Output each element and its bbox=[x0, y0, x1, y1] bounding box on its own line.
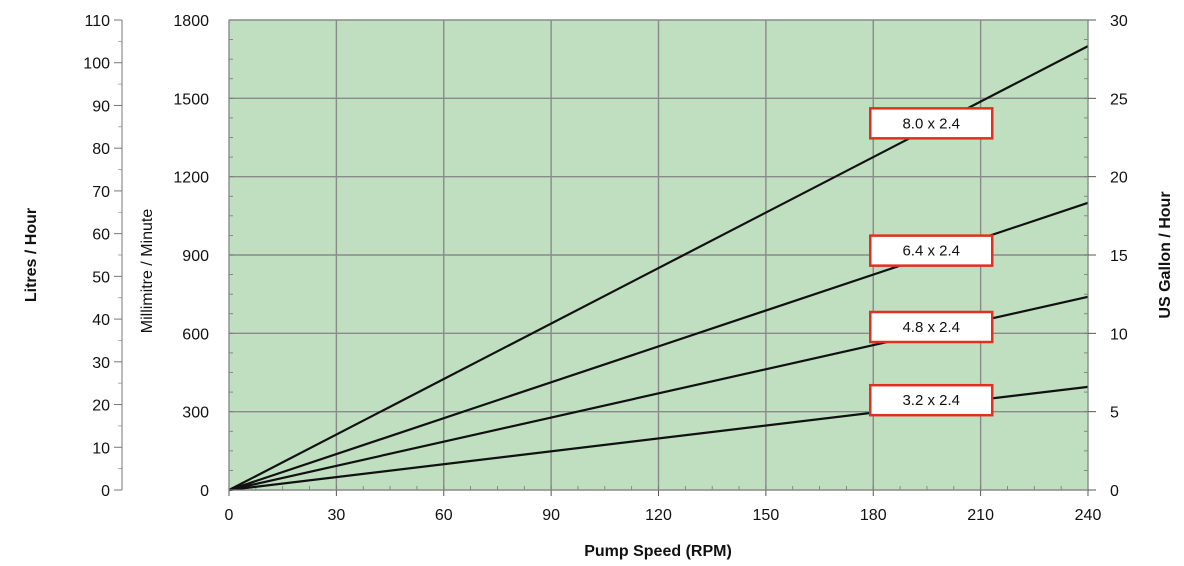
litres-tick-label-90: 90 bbox=[92, 98, 110, 115]
litres-tick-label-30: 30 bbox=[92, 355, 110, 372]
litres-tick-label-40: 40 bbox=[92, 312, 110, 329]
x-tick-label-60: 60 bbox=[435, 507, 453, 524]
litres-tick-label-60: 60 bbox=[92, 227, 110, 244]
x-tick-label-30: 30 bbox=[327, 507, 345, 524]
x-tick-label-0: 0 bbox=[225, 507, 234, 524]
series-label-4: 3.2 x 2.4 bbox=[869, 383, 994, 417]
gallon-tick-label-15: 15 bbox=[1110, 248, 1128, 265]
gallon-tick-label-0: 0 bbox=[1110, 483, 1119, 500]
minor-ticks bbox=[118, 19, 1089, 491]
series-label-box bbox=[869, 383, 994, 417]
y-axis-title-millilitre: Millimitre / Minute bbox=[139, 209, 156, 334]
series-label-1: 8.0 x 2.4 bbox=[869, 107, 994, 140]
series-label-box bbox=[869, 107, 994, 140]
litres-tick-label-70: 70 bbox=[92, 184, 110, 201]
litres-tick-label-50: 50 bbox=[92, 269, 110, 286]
y-tick-label-300: 300 bbox=[182, 405, 209, 422]
y-tick-label-1800: 1800 bbox=[173, 13, 209, 30]
litres-tick-label-10: 10 bbox=[92, 440, 110, 457]
series-labels: 8.0 x 2.4 6.4 x 2.4 4.8 x 2.4 3.2 x 2.4 bbox=[869, 107, 994, 417]
litres-tick-label-20: 20 bbox=[92, 398, 110, 415]
x-tick-label-120: 120 bbox=[645, 507, 672, 524]
litres-tick-label-0: 0 bbox=[101, 483, 110, 500]
x-tick-label-150: 150 bbox=[753, 507, 780, 524]
series-label-3: 4.8 x 2.4 bbox=[869, 310, 994, 344]
y-axis-title-litres: Litres / Hour bbox=[23, 208, 40, 302]
axes: 0 30 60 90 120 150 180 210 240030060090012001500… bbox=[83, 13, 1128, 524]
series-label-text: 6.4 x 2.4 bbox=[902, 243, 960, 260]
y-tick-label-600: 600 bbox=[182, 326, 209, 343]
series-label-box bbox=[869, 234, 994, 267]
series-label-text: 3.2 x 2.4 bbox=[902, 392, 960, 409]
litres-tick-label-80: 80 bbox=[92, 141, 110, 158]
y-tick-label-1200: 1200 bbox=[173, 170, 209, 187]
gallon-tick-label-5: 5 bbox=[1110, 405, 1119, 422]
series-label-box bbox=[869, 310, 994, 344]
litres-tick-label-110: 110 bbox=[84, 13, 110, 30]
y-tick-label-900: 900 bbox=[182, 248, 209, 265]
x-tick-label-240: 240 bbox=[1075, 507, 1102, 524]
series-label-2: 6.4 x 2.4 bbox=[869, 234, 994, 267]
litres-tick-label-100: 100 bbox=[83, 56, 110, 73]
series-label-text: 4.8 x 2.4 bbox=[902, 319, 960, 336]
gallon-tick-label-20: 20 bbox=[1110, 170, 1128, 187]
y-tick-label-0: 0 bbox=[200, 483, 209, 500]
x-axis-title: Pump Speed (RPM) bbox=[584, 543, 732, 560]
y-tick-label-1500: 1500 bbox=[173, 91, 209, 108]
gallon-tick-label-30: 30 bbox=[1110, 13, 1128, 30]
gallon-tick-label-25: 25 bbox=[1110, 91, 1128, 108]
y-axis-title-gallons: US Gallon / Hour bbox=[1157, 191, 1174, 318]
gallon-tick-label-10: 10 bbox=[1110, 326, 1128, 343]
x-tick-label-180: 180 bbox=[860, 507, 887, 524]
x-tick-label-90: 90 bbox=[542, 507, 560, 524]
series-label-text: 8.0 x 2.4 bbox=[902, 115, 960, 132]
x-tick-label-210: 210 bbox=[967, 507, 994, 524]
